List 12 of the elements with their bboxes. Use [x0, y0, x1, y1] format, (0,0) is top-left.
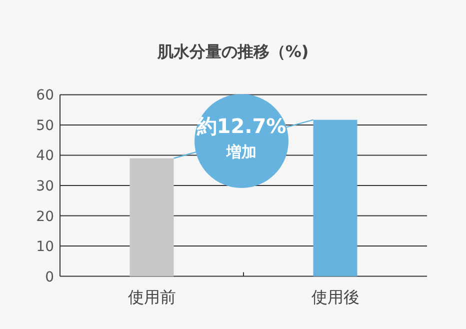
x-tick-label: 使用後 — [311, 287, 360, 306]
y-tick-label: 30 — [36, 178, 54, 194]
y-tick-label: 60 — [36, 88, 54, 104]
y-tick-label: 0 — [45, 269, 54, 286]
y-tick-label: 40 — [36, 148, 54, 164]
y-tick-label: 20 — [36, 208, 54, 225]
y-tick-label: 10 — [36, 239, 54, 256]
chart-title: 肌水分量の推移（%) — [156, 42, 309, 61]
y-tick-label: 50 — [36, 118, 54, 134]
x-tick-label: 使用前 — [128, 287, 176, 306]
annotation: 増加 — [226, 143, 256, 161]
annotation: 約12.7% — [196, 114, 286, 138]
